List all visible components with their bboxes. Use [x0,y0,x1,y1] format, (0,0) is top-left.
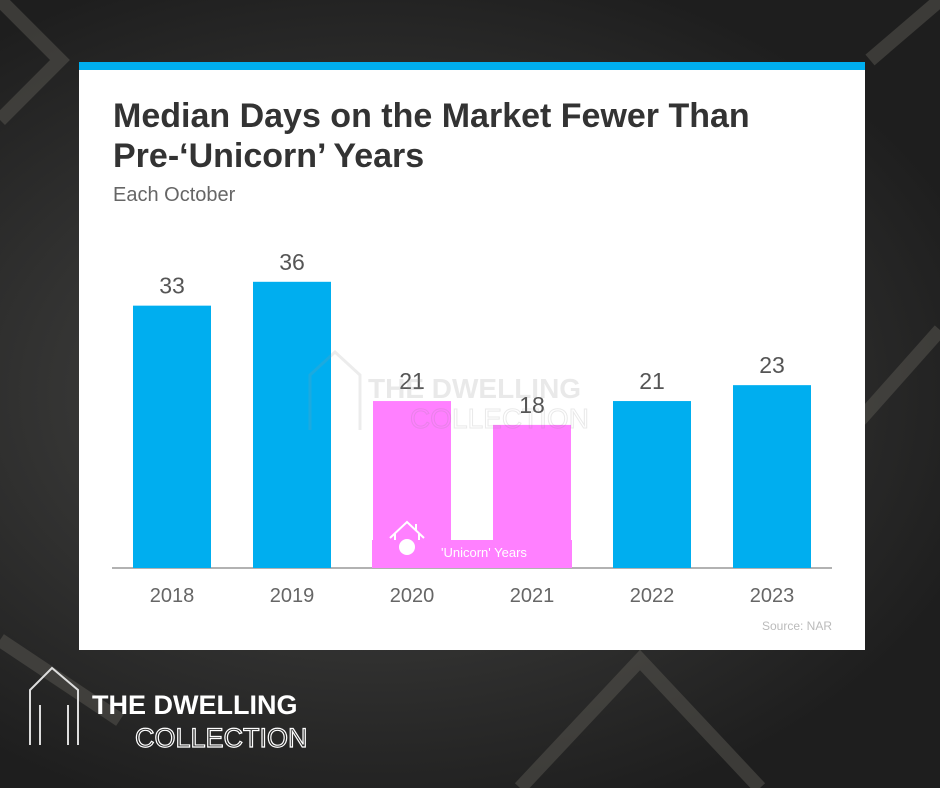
x-tick-label: 2023 [750,585,795,607]
source: Source: NAR [762,619,832,633]
value-label: 18 [519,392,545,418]
brand-line1: THE DWELLING [92,690,297,720]
unicorn-icon [399,539,415,555]
bar [733,385,811,568]
brand-house [29,666,79,745]
brand-line2: COLLECTION [135,723,308,753]
value-label: 21 [639,368,665,394]
x-tick-label: 2018 [150,585,195,607]
watermark-house [308,349,362,430]
bar [613,401,691,568]
card-strip [79,62,865,70]
bar [253,281,331,568]
value-label: 21 [399,368,425,394]
chart-subtitle: Each October [113,184,236,206]
value-label: 33 [159,273,185,299]
value-label: 23 [759,352,785,378]
x-tick-label: 2020 [390,585,435,607]
x-tick-label: 2019 [270,585,315,607]
annotation: 'Unicorn' Years [441,545,527,560]
house-icon [389,520,425,540]
bar [133,305,211,568]
watermark-line1: THE DWELLING [368,373,581,404]
chart-title: Median Days on the Market Fewer Than Pre… [113,97,750,175]
x-tick-label: 2022 [630,585,675,607]
value-label: 36 [279,249,305,275]
x-tick-label: 2021 [510,585,555,607]
watermark-line2: COLLECTION [410,403,589,434]
